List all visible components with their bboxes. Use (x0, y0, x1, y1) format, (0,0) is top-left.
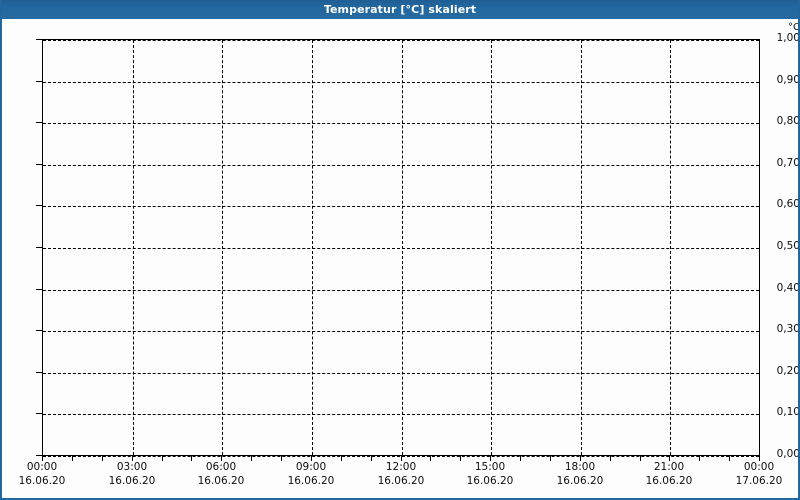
x-axis-minor-tick (251, 456, 252, 461)
x-axis-date-label: 16.06.20 (645, 475, 693, 487)
window-title-bar: Temperatur [°C] skaliert (2, 0, 798, 19)
gridline-horizontal (43, 165, 759, 166)
x-axis-minor-tick (191, 456, 192, 461)
x-axis-date-label: 16.06.20 (377, 475, 425, 487)
y-axis-tick-label: 0,20 (776, 365, 800, 377)
x-axis-minor-tick (162, 456, 163, 461)
gridline-horizontal (43, 82, 759, 83)
x-axis-minor-tick (401, 456, 402, 461)
y-axis-unit-label: °C (788, 22, 800, 33)
x-axis-minor-tick (699, 456, 700, 461)
gridline-horizontal (43, 331, 759, 332)
gridline-vertical (402, 40, 403, 455)
y-axis-tick (36, 122, 42, 123)
x-axis-time-label: 15:00 (474, 461, 506, 473)
x-axis-date-label: 16.06.20 (287, 475, 335, 487)
y-axis-tick (36, 330, 42, 331)
gridline-vertical (312, 40, 313, 455)
gridline-horizontal (43, 40, 759, 41)
chart-area: °C 1,00 0,90 0,80 0,70 0,60 0,50 0,40 0,30 0,20 0… (2, 19, 800, 498)
x-axis-tick-label: 06:00 16.06.20 (176, 460, 266, 488)
y-axis-tick (36, 81, 42, 82)
y-axis-tick-label: 0,00 (776, 448, 800, 460)
x-axis-minor-tick (580, 456, 581, 461)
x-axis-minor-tick (311, 456, 312, 461)
gridline-vertical (133, 40, 134, 455)
y-axis-tick-label: 0,30 (776, 323, 800, 335)
y-axis-tick (36, 289, 42, 290)
y-axis-tick-label: 0,70 (776, 157, 800, 169)
gridline-horizontal (43, 290, 759, 291)
x-axis-time-label: 09:00 (295, 461, 327, 473)
x-axis-time-label: 03:00 (116, 461, 148, 473)
x-axis-minor-tick (520, 456, 521, 461)
x-axis-minor-tick (460, 456, 461, 461)
x-axis-minor-tick (281, 456, 282, 461)
x-axis-minor-tick (729, 456, 730, 461)
x-axis-tick-label: 09:00 16.06.20 (266, 460, 356, 488)
gridline-horizontal (43, 206, 759, 207)
x-axis-minor-tick (490, 456, 491, 461)
gridline-horizontal (43, 373, 759, 374)
gridline-vertical (670, 40, 671, 455)
y-axis-tick-label: 0,50 (776, 240, 800, 252)
y-axis-tick (36, 205, 42, 206)
x-axis-minor-tick (221, 456, 222, 461)
y-axis-tick (36, 455, 42, 456)
x-axis-minor-tick (102, 456, 103, 461)
y-axis-tick (36, 372, 42, 373)
x-axis-tick-label: 18:00 16.06.20 (535, 460, 625, 488)
plot-frame (42, 39, 760, 457)
gridline-vertical (491, 40, 492, 455)
x-axis-date-label: 17.06.20 (735, 475, 783, 487)
gridline-vertical (222, 40, 223, 455)
x-axis-tick-label: 21:00 16.06.20 (624, 460, 714, 488)
x-axis-time-label: 12:00 (385, 461, 417, 473)
y-axis-tick (36, 247, 42, 248)
x-axis-date-label: 16.06.20 (108, 475, 156, 487)
x-axis-minor-tick (669, 456, 670, 461)
x-axis-time-label: 18:00 (564, 461, 596, 473)
x-axis-time-label: 00:00 (743, 461, 775, 473)
x-axis-minor-tick (371, 456, 372, 461)
x-axis-tick-label: 15:00 16.06.20 (445, 460, 535, 488)
y-axis-tick-label: 0,90 (776, 74, 800, 86)
x-axis-tick-label: 00:00 16.06.20 (2, 460, 87, 488)
x-axis-minor-tick (341, 456, 342, 461)
gridline-horizontal (43, 123, 759, 124)
x-axis-tick-label: 03:00 16.06.20 (87, 460, 177, 488)
x-axis-minor-tick (610, 456, 611, 461)
x-axis-date-label: 16.06.20 (18, 475, 66, 487)
x-axis-minor-tick (72, 456, 73, 461)
page-title: Temperatur [°C] skaliert (323, 3, 477, 16)
gridline-vertical (581, 40, 582, 455)
y-axis-tick-label: 0,80 (776, 115, 800, 127)
y-axis-tick (36, 39, 42, 40)
x-axis-minor-tick (640, 456, 641, 461)
y-axis-tick-label: 0,10 (776, 406, 800, 418)
gridline-horizontal (43, 248, 759, 249)
y-axis-tick-label: 0,60 (776, 198, 800, 210)
x-axis-minor-tick (430, 456, 431, 461)
x-axis-minor-tick (759, 456, 760, 461)
x-axis-time-label: 06:00 (205, 461, 237, 473)
x-axis-minor-tick (42, 456, 43, 461)
y-axis-tick-label: 1,00 (776, 32, 800, 44)
x-axis-minor-tick (550, 456, 551, 461)
x-axis-tick-label: 12:00 16.06.20 (356, 460, 446, 488)
x-axis-minor-tick (132, 456, 133, 461)
x-axis-time-label: 00:00 (26, 461, 58, 473)
y-axis-tick-label: 0,40 (776, 282, 800, 294)
x-axis-date-label: 16.06.20 (466, 475, 514, 487)
x-axis-time-label: 21:00 (653, 461, 685, 473)
y-axis-tick (36, 164, 42, 165)
gridline-horizontal (43, 414, 759, 415)
y-axis-tick (36, 413, 42, 414)
x-axis-date-label: 16.06.20 (197, 475, 245, 487)
x-axis-date-label: 16.06.20 (556, 475, 604, 487)
x-axis-tick-label: 00:00 17.06.20 (714, 460, 798, 488)
